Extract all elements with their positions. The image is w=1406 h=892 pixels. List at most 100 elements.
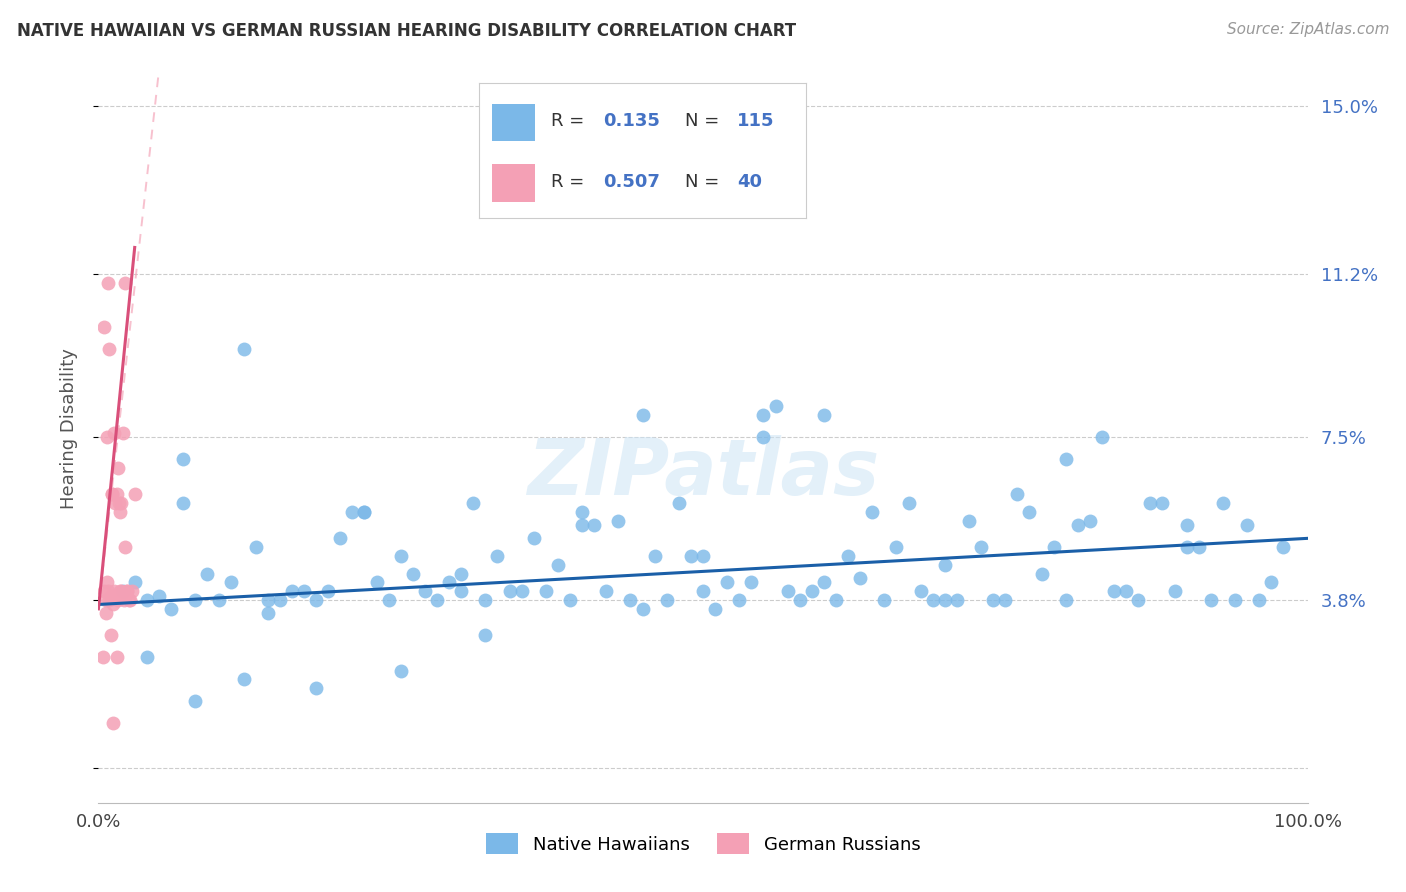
- Point: [111, 425, 134, 440]
- Point: [1175, 540, 1198, 554]
- Point: [96, 430, 118, 444]
- Point: [342, 505, 364, 519]
- Point: [1031, 566, 1053, 581]
- Point: [1139, 496, 1161, 510]
- Point: [1163, 584, 1185, 599]
- Point: [100, 487, 122, 501]
- Point: [1115, 584, 1137, 599]
- Point: [135, 593, 157, 607]
- Point: [498, 584, 520, 599]
- Point: [413, 584, 436, 599]
- Point: [97, 584, 120, 599]
- Point: [644, 549, 666, 563]
- Point: [329, 532, 352, 546]
- Point: [101, 716, 124, 731]
- Point: [112, 589, 135, 603]
- Point: [800, 584, 823, 599]
- Point: [172, 496, 194, 510]
- Point: [148, 589, 170, 603]
- Point: [1152, 496, 1174, 510]
- Point: [994, 593, 1017, 607]
- Point: [184, 593, 207, 607]
- Point: [107, 593, 129, 607]
- Point: [631, 602, 654, 616]
- Point: [98, 342, 121, 356]
- Point: [692, 584, 714, 599]
- Point: [860, 505, 883, 519]
- Point: [474, 628, 496, 642]
- Point: [103, 584, 125, 599]
- Point: [450, 584, 472, 599]
- Point: [195, 566, 218, 581]
- Text: ZIPatlas: ZIPatlas: [527, 435, 879, 511]
- Point: [208, 593, 231, 607]
- Point: [655, 593, 678, 607]
- Point: [1223, 593, 1246, 607]
- Point: [96, 575, 118, 590]
- Point: [118, 593, 141, 607]
- Text: Source: ZipAtlas.com: Source: ZipAtlas.com: [1226, 22, 1389, 37]
- Point: [595, 584, 617, 599]
- Point: [108, 496, 131, 510]
- Point: [571, 505, 593, 519]
- Point: [94, 607, 117, 621]
- Point: [486, 549, 509, 563]
- Point: [740, 575, 762, 590]
- Text: NATIVE HAWAIIAN VS GERMAN RUSSIAN HEARING DISABILITY CORRELATION CHART: NATIVE HAWAIIAN VS GERMAN RUSSIAN HEARIN…: [17, 22, 796, 40]
- Point: [101, 598, 124, 612]
- Point: [269, 593, 291, 607]
- Point: [124, 575, 146, 590]
- Point: [105, 650, 128, 665]
- Point: [110, 584, 132, 599]
- Point: [97, 276, 120, 290]
- Point: [221, 575, 243, 590]
- Point: [558, 593, 581, 607]
- Point: [583, 518, 606, 533]
- Point: [921, 593, 943, 607]
- Point: [1188, 540, 1211, 554]
- Point: [292, 584, 315, 599]
- Point: [98, 593, 121, 607]
- Point: [124, 487, 146, 501]
- Point: [256, 607, 278, 621]
- Point: [281, 584, 304, 599]
- Point: [114, 276, 136, 290]
- Point: [366, 575, 388, 590]
- Point: [789, 593, 811, 607]
- Point: [523, 532, 546, 546]
- Point: [607, 514, 630, 528]
- Y-axis label: Hearing Disability: Hearing Disability: [59, 348, 77, 508]
- Point: [957, 514, 980, 528]
- Point: [353, 505, 375, 519]
- Point: [108, 505, 131, 519]
- Point: [426, 593, 449, 607]
- Point: [108, 584, 131, 599]
- Point: [256, 593, 278, 607]
- Point: [981, 593, 1004, 607]
- Point: [897, 496, 920, 510]
- Point: [873, 593, 896, 607]
- Point: [668, 496, 690, 510]
- Point: [112, 593, 135, 607]
- Point: [510, 584, 533, 599]
- Point: [716, 575, 738, 590]
- Point: [1054, 593, 1077, 607]
- Point: [474, 593, 496, 607]
- Point: [437, 575, 460, 590]
- Point: [402, 566, 425, 581]
- Point: [1054, 452, 1077, 467]
- Point: [232, 673, 254, 687]
- Point: [752, 430, 775, 444]
- Point: [1018, 505, 1040, 519]
- Point: [619, 593, 641, 607]
- Point: [463, 496, 485, 510]
- Point: [1102, 584, 1125, 599]
- Point: [305, 593, 328, 607]
- Point: [946, 593, 969, 607]
- Point: [1175, 518, 1198, 533]
- Point: [631, 408, 654, 422]
- Point: [1078, 514, 1101, 528]
- Point: [849, 571, 872, 585]
- Point: [377, 593, 399, 607]
- Point: [184, 694, 207, 708]
